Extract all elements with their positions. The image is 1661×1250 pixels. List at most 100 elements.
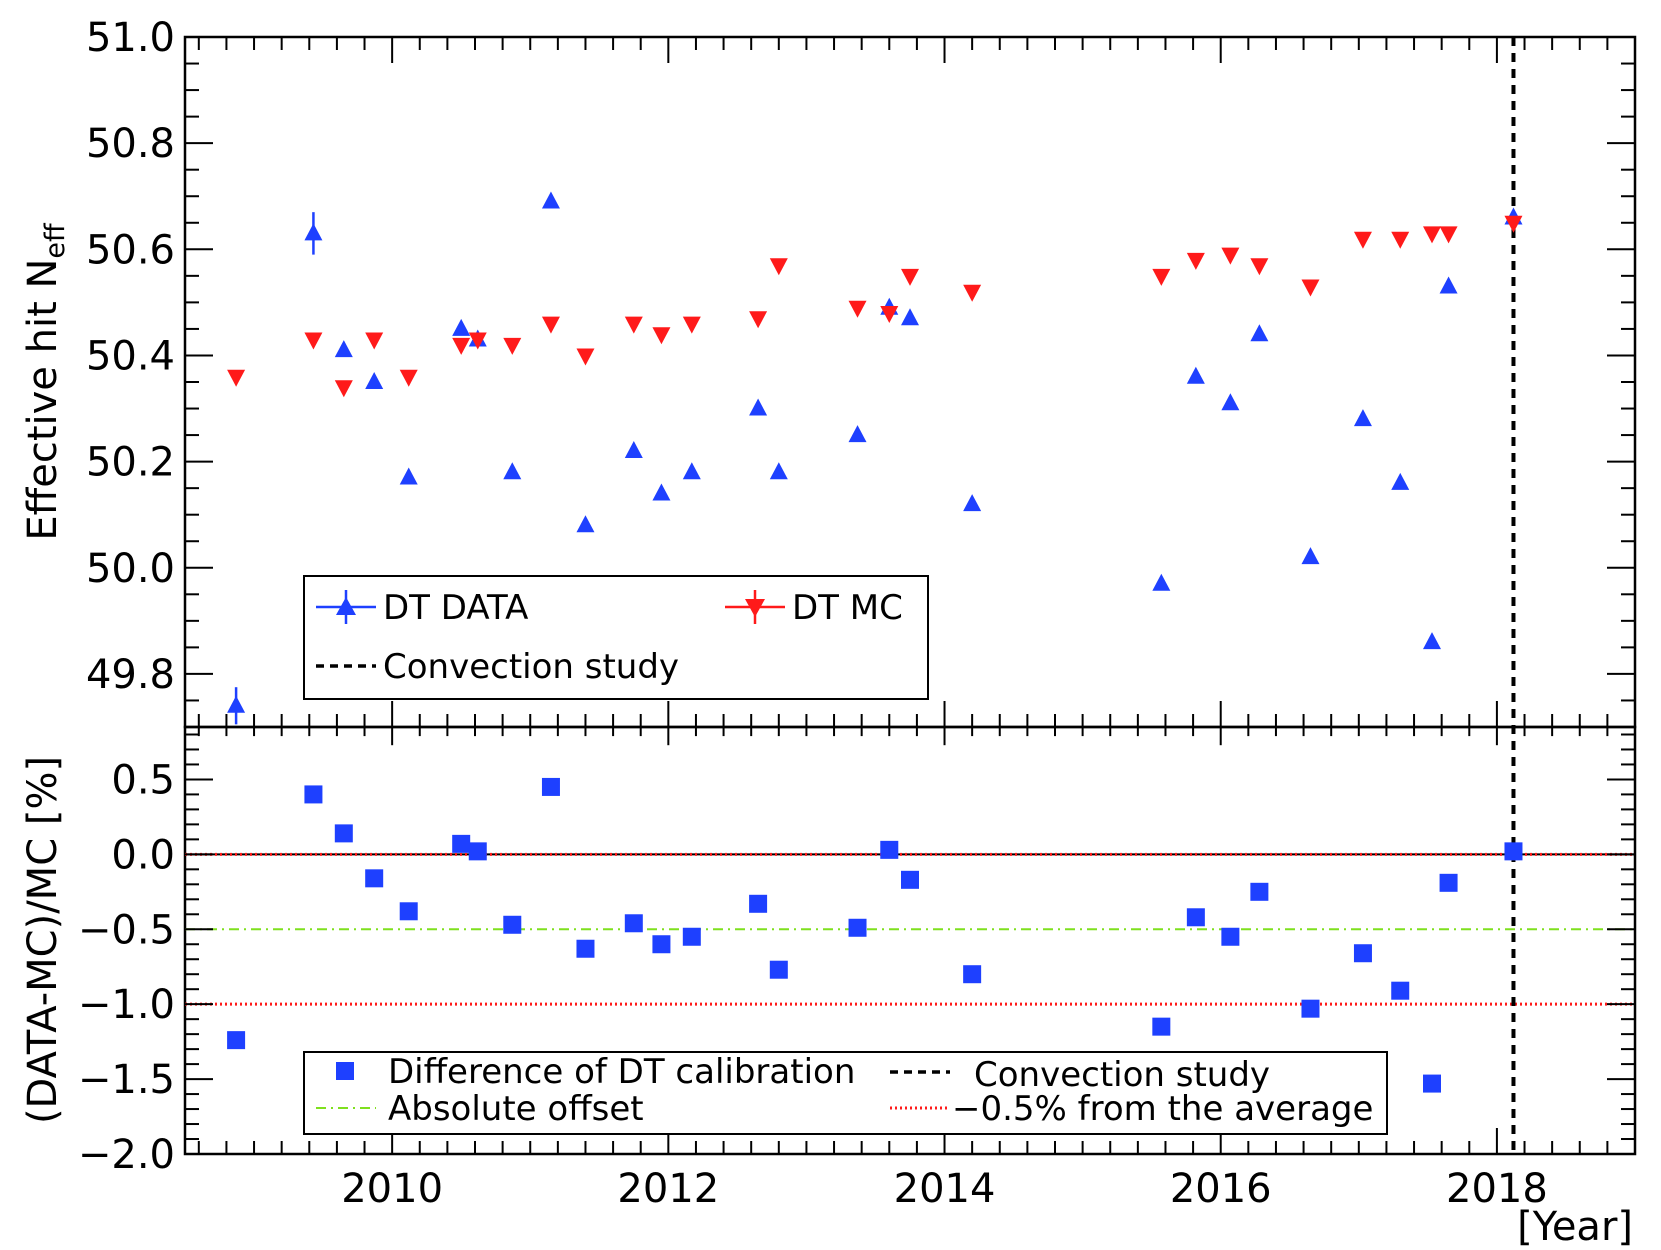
top-y-axis-title-subscript: eff [40,222,71,259]
mc-point [304,332,323,350]
mc-point [1504,215,1523,233]
bottom-y-tick-label: 0.5 [111,757,175,803]
difference-point [963,965,982,984]
data-point [1391,472,1410,490]
difference-point [1152,1017,1171,1036]
difference-point [1439,873,1458,892]
top-y-tick-label: 50.0 [86,546,175,592]
legend-data-label: DT DATA [383,588,528,628]
mc-point [624,316,643,334]
top-legend: DT DATA DT MC Convection study [303,575,929,700]
top-y-tick-label: 49.8 [86,652,175,698]
data-point [769,462,788,480]
bottom-y-axis-title: (DATA-MC)/MC [%] [20,756,66,1124]
difference-point [848,918,867,937]
difference-point [468,842,487,861]
top-y-tick-label: 50.4 [86,333,175,379]
legend-offset-label: Absolute offset [388,1089,644,1129]
legend-diff-label: Difference of DT calibration [388,1052,855,1092]
x-tick-label: 2018 [1446,1166,1548,1212]
mc-point [576,348,595,366]
difference-point [576,939,595,958]
data-point [541,191,560,209]
top-y-tick-label: 50.2 [86,440,175,486]
difference-point [880,840,899,859]
data-point [1186,366,1205,384]
data-point [1423,632,1441,650]
mc-point [1423,226,1441,244]
mc-point [1301,279,1320,297]
difference-point [304,785,323,804]
mc-point [334,380,353,398]
legend-convection-label: Convection study [383,647,679,687]
difference-point [334,824,353,843]
top-legend-box [303,575,929,700]
data-point [652,483,671,501]
mc-point [1250,258,1269,276]
data-point [749,398,768,416]
data-point [682,462,701,480]
mc-point [963,284,982,302]
data-point [365,372,384,389]
mc-point [848,300,867,318]
data-point [1250,324,1269,342]
difference-point [1391,981,1410,1000]
data-point [1353,409,1372,427]
difference-point [365,869,384,888]
difference-point [227,1031,246,1050]
data-point [1439,276,1458,294]
x-tick-label: 2014 [894,1166,996,1212]
data-point [304,223,323,241]
mc-point [365,332,384,350]
legend-diff-marker [336,1062,354,1080]
legend-average-label: −0.5% from the average [952,1089,1373,1129]
mc-point [541,316,560,334]
data-point [1301,547,1320,565]
mc-point [749,311,768,329]
difference-point [652,935,671,954]
mc-point [652,327,671,345]
data-point [963,494,982,512]
mc-point [1439,226,1458,244]
bottom-y-tick-label: 0.0 [111,832,175,878]
mc-point [468,332,487,350]
bottom-y-tick-label: −1.0 [78,982,175,1028]
data-point [576,515,595,533]
mc-point [880,306,899,323]
bottom-legend: Difference of DT calibration Convection … [303,1051,1388,1135]
bottom-y-tick-label: −1.5 [78,1057,175,1103]
mc-point [1152,268,1171,286]
bottom-y-tick-label: −0.5 [78,907,175,953]
mc-point [901,268,919,286]
data-point [503,462,522,480]
mc-point [1353,231,1372,249]
difference-point [1423,1074,1441,1093]
top-y-tick-label: 50.6 [86,227,175,273]
difference-point [1250,882,1269,901]
mc-point [399,369,418,387]
data-point [1152,573,1171,591]
difference-point [399,902,418,921]
data-point [334,340,353,358]
difference-point [901,870,919,889]
difference-point [503,915,522,934]
difference-point [1221,927,1240,946]
difference-point [624,914,643,933]
top-y-tick-label: 51.0 [86,15,175,61]
x-axis-unit-label: [Year] [1517,1204,1633,1250]
top-y-tick-label: 50.8 [86,121,175,167]
data-point [848,425,867,443]
mc-point [1391,231,1410,249]
mc-point [769,258,788,276]
x-tick-label: 2016 [1170,1166,1272,1212]
mc-point [452,337,471,355]
difference-point [1301,999,1320,1018]
mc-point [227,369,246,387]
difference-point [541,777,560,796]
bottom-y-tick-label: −2.0 [78,1132,175,1178]
top-y-axis-title: Effective hit Neff [20,222,71,541]
legend-data-marker [336,597,356,615]
mc-point [1221,247,1240,265]
data-point [227,695,246,713]
legend-mc-marker [745,599,765,617]
